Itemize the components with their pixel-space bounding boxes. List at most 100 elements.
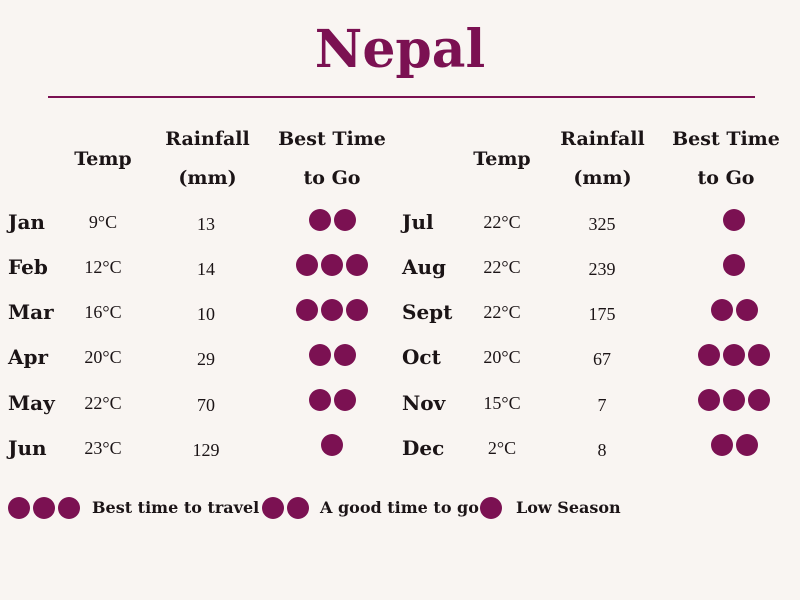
rainfall-header-line2: (mm) <box>178 167 237 189</box>
legend-dots-best <box>8 495 80 521</box>
legend-label-best: Best time to travel <box>92 498 260 517</box>
best-time-header-line1: Best Time <box>672 128 780 150</box>
month-label: Feb <box>8 255 48 279</box>
rainfall-value: 67 <box>593 349 611 369</box>
temp-value: 22°C <box>84 393 122 413</box>
rating-dot-icon <box>33 497 55 519</box>
rating-dot-icon <box>287 497 309 519</box>
legend-dots-good <box>262 495 309 521</box>
rainfall-value: 13 <box>197 214 215 234</box>
rating-dot-icon <box>308 344 331 366</box>
temp-value: 20°C <box>84 347 122 367</box>
rainfall-header-line1: Rainfall <box>560 128 645 150</box>
rating-dots <box>282 297 382 323</box>
month-label: Nov <box>402 391 446 415</box>
rating-dots <box>282 387 382 413</box>
legend-dots-low <box>480 495 502 521</box>
rainfall-value: 8 <box>597 440 607 460</box>
rating-dot-icon <box>296 254 318 276</box>
rating-dots <box>684 252 784 278</box>
rating-dot-icon <box>698 344 720 366</box>
rating-dot-icon <box>735 434 758 456</box>
rating-dot-icon <box>480 497 502 519</box>
rainfall-value: 70 <box>197 395 215 415</box>
rating-dot-icon <box>723 209 745 231</box>
rating-dot-icon <box>346 254 368 276</box>
legend-label-low: Low Season <box>516 498 621 517</box>
rainfall-value: 29 <box>197 349 215 369</box>
month-label: Jul <box>402 210 434 234</box>
rating-dot-icon <box>308 389 331 411</box>
rating-dot-icon <box>321 254 343 276</box>
temp-value: 12°C <box>84 257 122 277</box>
rating-dots <box>684 297 784 323</box>
rating-dot-icon <box>748 389 770 411</box>
month-label: Aug <box>402 255 447 279</box>
rating-dot-icon <box>710 299 733 321</box>
left-best-time-header: Best Time to Go <box>270 120 394 198</box>
rainfall-value: 129 <box>192 440 220 460</box>
temp-value: 16°C <box>84 302 122 322</box>
left-temp-header: Temp <box>74 148 132 170</box>
temp-value: 20°C <box>483 347 521 367</box>
month-label: Mar <box>8 300 54 324</box>
best-time-header-line1: Best Time <box>278 128 386 150</box>
month-label: Dec <box>402 436 445 460</box>
temp-value: 22°C <box>483 257 521 277</box>
rating-dot-icon <box>698 389 720 411</box>
title-divider <box>48 96 755 98</box>
temp-value: 15°C <box>483 393 521 413</box>
rating-dot-icon <box>58 497 80 519</box>
rating-dot-icon <box>346 299 368 321</box>
rating-dot-icon <box>321 299 343 321</box>
temp-value: 22°C <box>483 212 521 232</box>
rating-dots <box>282 207 382 233</box>
best-time-header-line2: to Go <box>303 167 361 189</box>
right-best-time-header: Best Time to Go <box>664 120 788 198</box>
rating-dots <box>684 432 784 458</box>
rainfall-value: 325 <box>588 214 616 234</box>
rating-dot-icon <box>308 209 331 231</box>
month-label: May <box>8 391 55 415</box>
rating-dot-icon <box>262 497 284 519</box>
month-label: Jun <box>8 436 47 460</box>
rating-dot-icon <box>723 254 745 276</box>
rating-dot-icon <box>710 434 733 456</box>
temp-value: 23°C <box>84 438 122 458</box>
temp-value: 9°C <box>88 212 118 232</box>
rating-dot-icon <box>723 389 745 411</box>
rating-dot-icon <box>748 344 770 366</box>
right-rainfall-header: Rainfall (mm) <box>550 120 655 198</box>
rainfall-value: 175 <box>588 304 616 324</box>
legend-label-good: A good time to go <box>320 498 479 517</box>
rainfall-value: 14 <box>197 259 215 279</box>
month-label: Jan <box>8 210 45 234</box>
rating-dots <box>282 432 382 458</box>
rating-dots <box>684 207 784 233</box>
rating-dot-icon <box>321 434 343 456</box>
rating-dot-icon <box>723 344 745 366</box>
month-label: Oct <box>402 345 441 369</box>
month-label: Apr <box>8 345 49 369</box>
rainfall-value: 10 <box>197 304 215 324</box>
rating-dots <box>282 252 382 278</box>
rating-dots <box>282 342 382 368</box>
rainfall-header-line2: (mm) <box>573 167 632 189</box>
rating-dots <box>684 342 784 368</box>
best-time-header-line2: to Go <box>697 167 755 189</box>
month-label: Sept <box>402 300 453 324</box>
rating-dot-icon <box>333 344 356 366</box>
page-title: Nepal <box>314 19 486 80</box>
right-temp-header: Temp <box>473 148 531 170</box>
temp-value: 2°C <box>487 438 517 458</box>
left-rainfall-header: Rainfall (mm) <box>155 120 260 198</box>
rating-dots <box>684 387 784 413</box>
rainfall-value: 7 <box>597 395 607 415</box>
rating-dot-icon <box>8 497 30 519</box>
temp-value: 22°C <box>483 302 521 322</box>
rating-dot-icon <box>735 299 758 321</box>
rainfall-header-line1: Rainfall <box>165 128 250 150</box>
rating-dot-icon <box>333 389 356 411</box>
rating-dot-icon <box>333 209 356 231</box>
rating-dot-icon <box>296 299 318 321</box>
